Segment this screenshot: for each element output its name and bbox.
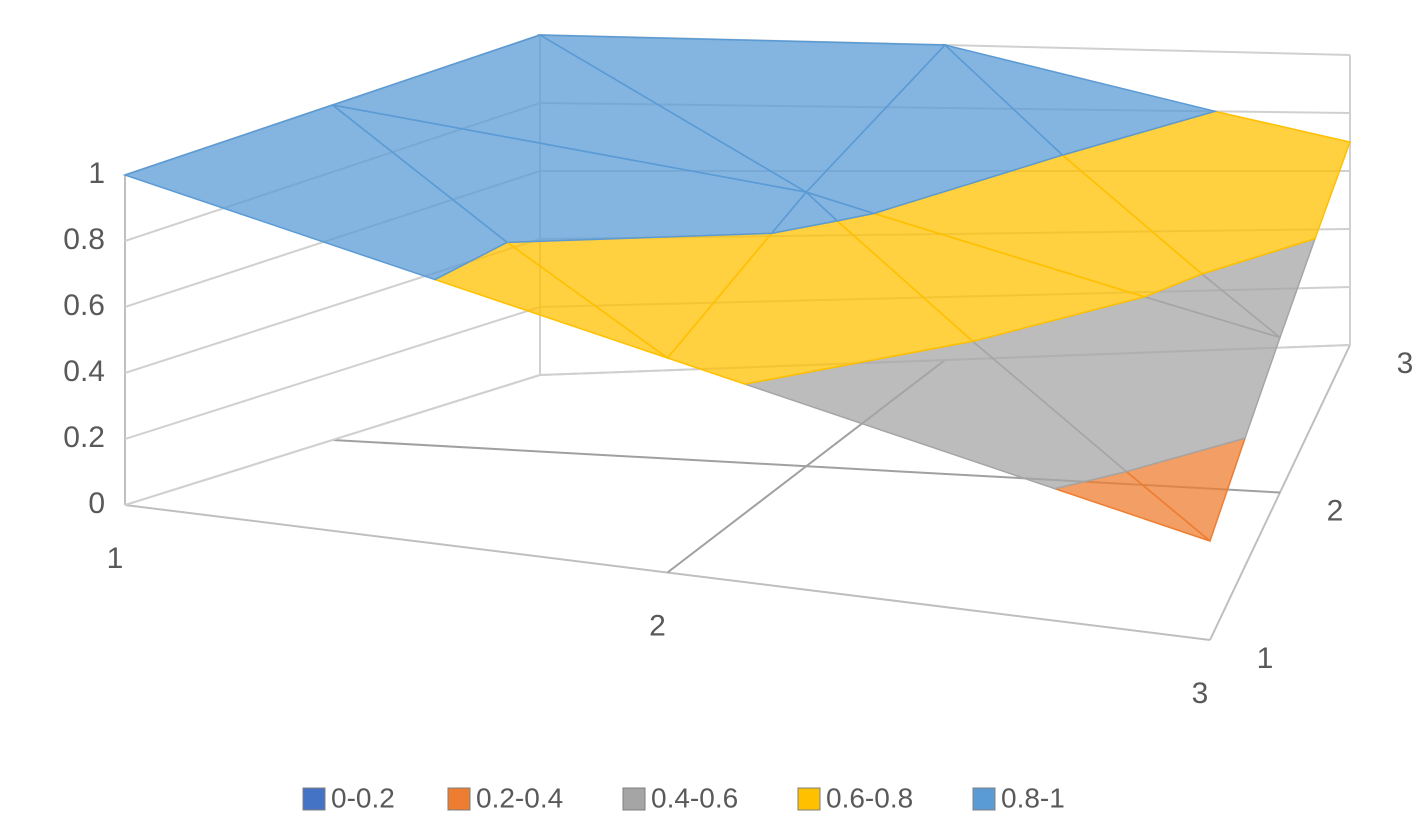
depth-tick-label: 1 [1257,642,1274,675]
x-tick-label: 1 [107,542,124,575]
legend-swatch [797,787,821,811]
y-tick-label: 0.2 [63,421,105,454]
grid-line [124,306,541,440]
legend-swatch [622,787,646,811]
grid-line [124,374,541,506]
x-tick-label: 3 [1192,677,1209,710]
legend-swatch [447,787,471,811]
legend-swatch [302,787,326,811]
y-tick-label: 0.6 [63,289,105,322]
y-tick-label: 0.8 [63,223,105,256]
legend-label: 0.2-0.4 [476,782,563,813]
y-tick-label: 0.4 [63,355,105,388]
depth-tick-label: 3 [1397,347,1414,380]
x-tick-label: 2 [649,609,666,642]
y-tick-label: 1 [88,157,105,190]
legend-label: 0.4-0.6 [651,782,738,813]
legend-label: 0-0.2 [331,782,395,813]
surface-patch [122,104,509,281]
y-tick-label: 0 [88,487,105,520]
legend-label: 0.6-0.8 [826,782,913,813]
legend-label: 0.8-1 [1001,782,1065,813]
legend-swatch [972,787,996,811]
surface-patch [769,191,839,235]
depth-tick-label: 2 [1327,494,1344,527]
